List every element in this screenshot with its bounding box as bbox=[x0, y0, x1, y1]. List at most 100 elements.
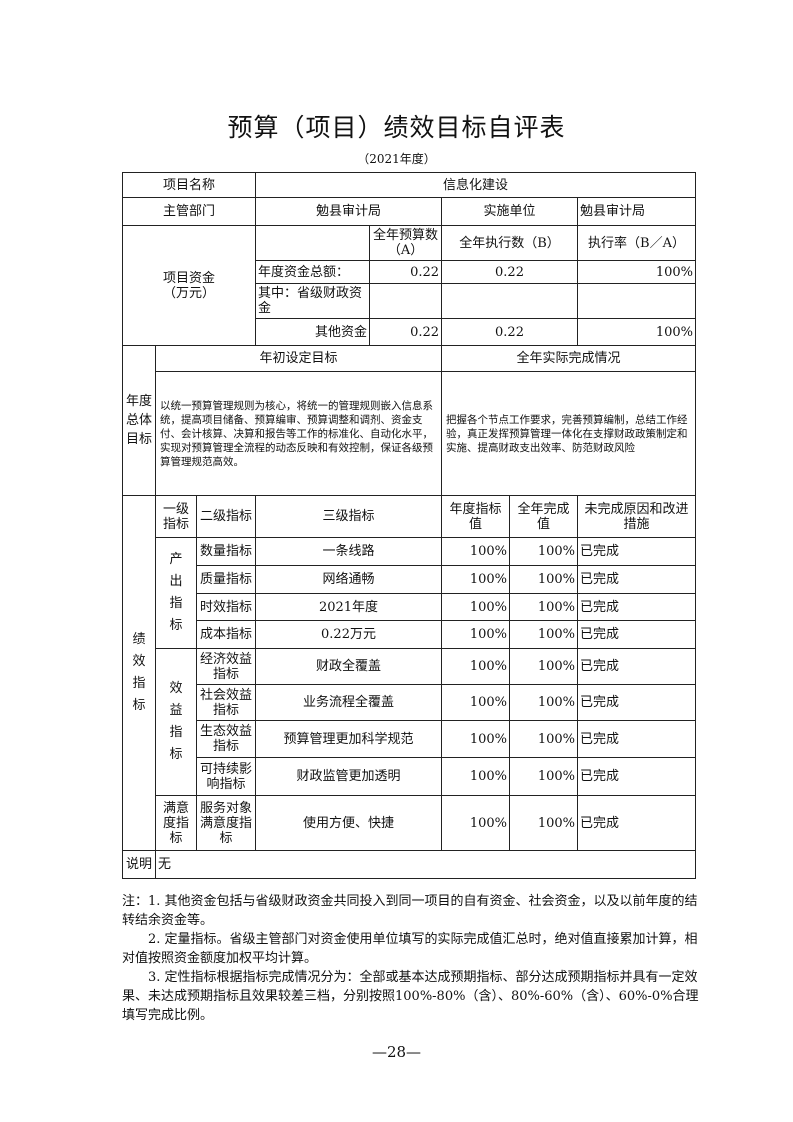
indicator-level3: 预算管理更加科学规范 bbox=[255, 720, 443, 758]
impl-label: 实施单位 bbox=[441, 197, 579, 226]
funding-row-a bbox=[369, 283, 443, 319]
note-1: 注：1. 其他资金包括与省级财政资金共同投入到同一项目的自有资金、社会资金，以及… bbox=[122, 894, 698, 928]
indicator-level2: 可持续影响指标 bbox=[195, 757, 257, 796]
indicator-row: 时效指标 2021年度 100% 100% 已完成 bbox=[123, 593, 697, 621]
indicator-level3: 业务流程全覆盖 bbox=[255, 684, 443, 721]
indicator-header: 一级指标 bbox=[155, 495, 197, 538]
indicator-row: 可持续影响指标 财政监管更加透明 100% 100% 已完成 bbox=[123, 757, 697, 796]
indicator-target: 100% bbox=[441, 648, 511, 685]
indicator-actual: 100% bbox=[509, 593, 579, 621]
indicator-reason: 已完成 bbox=[577, 795, 697, 851]
goals-target-header: 年初设定目标 bbox=[154, 345, 443, 372]
funding-row-label: 年度资金总额： bbox=[255, 260, 371, 284]
indicator-level2: 生态效益指标 bbox=[195, 720, 257, 758]
page-subtitle: （2021年度） bbox=[357, 152, 436, 166]
indicator-level1: 效益指标 bbox=[155, 648, 197, 796]
goals-actual-text: 把握各个节点工作要求，完善预算编制，总结工作经验，真正发挥预算管理一体化在支撑财… bbox=[441, 371, 697, 496]
indicator-header: 年度指标值 bbox=[441, 495, 511, 538]
funding-row-b: 0.22 bbox=[441, 260, 579, 284]
indicator-actual: 100% bbox=[509, 537, 579, 566]
indicator-reason: 已完成 bbox=[577, 757, 697, 796]
dept-label: 主管部门 bbox=[121, 197, 257, 226]
indicator-target: 100% bbox=[441, 757, 511, 796]
funding-row-b: 0.22 bbox=[441, 318, 579, 346]
indicator-level2: 服务对象满意度指标 bbox=[195, 795, 257, 851]
indicator-level2: 数量指标 bbox=[195, 537, 257, 566]
indicator-actual: 100% bbox=[509, 648, 579, 685]
funding-row-rate bbox=[577, 283, 697, 319]
indicator-target: 100% bbox=[441, 684, 511, 721]
funding-row-label: 其中：省级财政资金 bbox=[255, 283, 371, 319]
funding-row-rate: 100% bbox=[577, 260, 697, 284]
indicator-target: 100% bbox=[441, 537, 511, 566]
indicator-reason: 已完成 bbox=[577, 565, 697, 594]
funding-row-a: 0.22 bbox=[369, 260, 443, 284]
indicator-level3: 财政全覆盖 bbox=[255, 648, 443, 685]
indicator-row: 生态效益指标 预算管理更加科学规范 100% 100% 已完成 bbox=[123, 720, 697, 758]
remark-value: 无 bbox=[154, 850, 697, 879]
page-number: —28— bbox=[371, 1043, 422, 1061]
dept-value: 勉县审计局 bbox=[255, 197, 443, 226]
indicator-header: 全年完成值 bbox=[509, 495, 579, 538]
indicator-target: 100% bbox=[441, 795, 511, 851]
funding-row-b bbox=[441, 283, 579, 319]
indicator-actual: 100% bbox=[509, 620, 579, 649]
funding-header-blank bbox=[255, 225, 371, 261]
indicator-row: 质量指标 网络通畅 100% 100% 已完成 bbox=[123, 565, 697, 594]
indicator-row: 满意度指标 服务对象满意度指标 使用方便、快捷 100% 100% 已完成 bbox=[123, 795, 697, 851]
funding-row-label: 其他资金 bbox=[255, 318, 371, 346]
indicator-level2: 社会效益指标 bbox=[195, 684, 257, 721]
indicator-level2: 经济效益指标 bbox=[195, 648, 257, 685]
indicator-level1: 满意度指标 bbox=[155, 795, 197, 851]
indicator-level3: 网络通畅 bbox=[255, 565, 443, 594]
indicators-label: 绩效指标 bbox=[122, 495, 156, 851]
indicator-target: 100% bbox=[441, 720, 511, 758]
indicator-row: 产出指标 数量指标 一条线路 100% 100% 已完成 bbox=[123, 537, 697, 649]
indicator-header: 三级指标 bbox=[255, 495, 443, 538]
indicator-reason: 已完成 bbox=[577, 720, 697, 758]
project-name-value: 信息化建设 bbox=[255, 172, 697, 198]
indicator-level2: 时效指标 bbox=[195, 593, 257, 621]
funding-header-b: 全年执行数（B） bbox=[441, 225, 579, 261]
indicator-actual: 100% bbox=[509, 565, 579, 594]
indicator-level2: 质量指标 bbox=[195, 565, 257, 594]
page-title: 预算（项目）绩效目标自评表 bbox=[227, 113, 566, 142]
remark-row: 说明无 bbox=[122, 850, 697, 879]
funding-label: 项目资金（万元） bbox=[121, 225, 257, 346]
goals-target-text: 以统一预算管理规则为核心，将统一的管理规则嵌入信息系统，提高项目储备、预算编审、… bbox=[154, 371, 443, 496]
indicator-level3: 2021年度 bbox=[255, 593, 443, 621]
funding-header-rate: 执行率（B／A） bbox=[577, 225, 697, 261]
funding-header-a: 全年预算数（A） bbox=[369, 225, 443, 261]
indicator-actual: 100% bbox=[509, 684, 579, 721]
indicator-reason: 已完成 bbox=[577, 593, 697, 621]
project-name-label: 项目名称 bbox=[121, 172, 257, 198]
indicator-row: 效益指标 经济效益指标 财政全覆盖 100% 100% 已完成 bbox=[123, 648, 697, 796]
indicator-level3: 财政监管更加透明 bbox=[255, 757, 443, 796]
indicator-target: 100% bbox=[441, 620, 511, 649]
notes: 注：1. 其他资金包括与省级财政资金共同投入到同一项目的自有资金、社会资金，以及… bbox=[122, 892, 702, 1025]
indicator-reason: 已完成 bbox=[577, 648, 697, 685]
indicator-level1: 产出指标 bbox=[155, 537, 197, 649]
note-3: 3. 定性指标根据指标完成情况分为：全部或基本达成预期指标、部分达成预期指标并具… bbox=[122, 970, 699, 1023]
indicator-level2: 成本指标 bbox=[195, 620, 257, 649]
self-evaluation-table: 项目名称 信息化建设 主管部门 勉县审计局 实施单位 勉县审计局 项目资金（万元… bbox=[121, 172, 697, 879]
indicator-reason: 已完成 bbox=[577, 684, 697, 721]
indicator-reason: 已完成 bbox=[577, 537, 697, 566]
goals-actual-header: 全年实际完成情况 bbox=[441, 345, 697, 372]
indicator-level3: 一条线路 bbox=[255, 537, 443, 566]
indicator-header: 未完成原因和改进措施 bbox=[577, 495, 697, 538]
note-2: 2. 定量指标。省级主管部门对资金使用单位填写的实际完成值汇总时，绝对值直接累加… bbox=[122, 932, 698, 966]
funding-row-a: 0.22 bbox=[369, 318, 443, 346]
remark-label: 说明 bbox=[122, 850, 156, 879]
indicator-actual: 100% bbox=[509, 757, 579, 796]
indicator-target: 100% bbox=[441, 593, 511, 621]
indicator-row: 社会效益指标 业务流程全覆盖 100% 100% 已完成 bbox=[123, 684, 697, 721]
indicator-actual: 100% bbox=[509, 795, 579, 851]
indicator-level3: 0.22万元 bbox=[255, 620, 443, 649]
goals-label: 年度总体目标 bbox=[122, 345, 156, 496]
impl-value: 勉县审计局 bbox=[577, 197, 697, 226]
funding-row-rate: 100% bbox=[577, 318, 697, 346]
indicator-reason: 已完成 bbox=[577, 620, 697, 649]
indicator-target: 100% bbox=[441, 565, 511, 594]
indicator-header: 二级指标 bbox=[195, 495, 257, 538]
